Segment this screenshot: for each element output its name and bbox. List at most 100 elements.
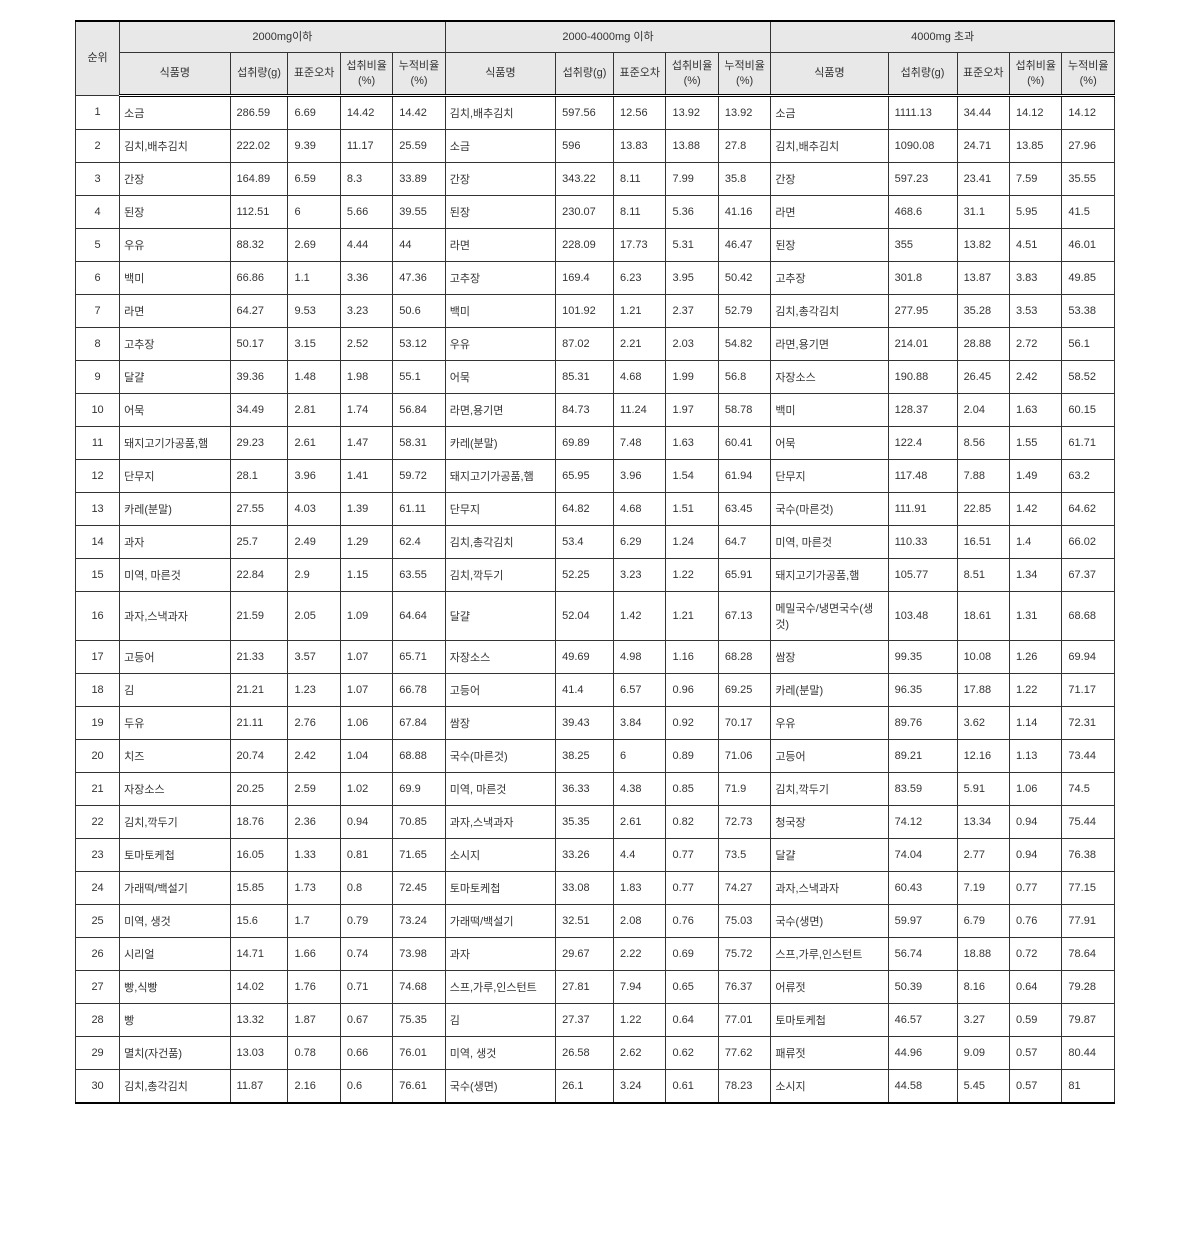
table-row: 7라면64.279.533.2350.6백미101.921.212.3752.7… bbox=[76, 294, 1115, 327]
cum-c: 69.94 bbox=[1062, 640, 1115, 673]
food-name-b: 돼지고기가공품,햄 bbox=[445, 459, 555, 492]
cum-c: 79.28 bbox=[1062, 970, 1115, 1003]
intake-b: 38.25 bbox=[556, 739, 614, 772]
std-c: 2.04 bbox=[957, 393, 1009, 426]
cum-a: 50.6 bbox=[393, 294, 445, 327]
std-b: 6 bbox=[614, 739, 666, 772]
intake-a: 21.59 bbox=[230, 591, 288, 640]
table-row: 26시리얼14.711.660.7473.98과자29.672.220.6975… bbox=[76, 937, 1115, 970]
cum-c: 77.15 bbox=[1062, 871, 1115, 904]
std-b: 12.56 bbox=[614, 95, 666, 129]
food-name-c: 미역, 마른것 bbox=[771, 525, 888, 558]
food-name-a: 된장 bbox=[120, 195, 230, 228]
rank-cell: 19 bbox=[76, 706, 120, 739]
cum-a: 44 bbox=[393, 228, 445, 261]
table-row: 30김치,총각김치11.872.160.676.61국수(생면)26.13.24… bbox=[76, 1069, 1115, 1103]
std-b: 4.4 bbox=[614, 838, 666, 871]
std-c: 18.88 bbox=[957, 937, 1009, 970]
cum-b: 13.92 bbox=[718, 95, 770, 129]
std-c: 5.91 bbox=[957, 772, 1009, 805]
intake-a: 50.17 bbox=[230, 327, 288, 360]
cum-b: 27.8 bbox=[718, 129, 770, 162]
intake-c: 128.37 bbox=[888, 393, 957, 426]
intake-c: 1090.08 bbox=[888, 129, 957, 162]
ratio-b: 1.97 bbox=[666, 393, 718, 426]
food-name-a: 돼지고기가공품,햄 bbox=[120, 426, 230, 459]
intake-a: 34.49 bbox=[230, 393, 288, 426]
food-name-a: 간장 bbox=[120, 162, 230, 195]
table-row: 23토마토케첩16.051.330.8171.65소시지33.264.40.77… bbox=[76, 838, 1115, 871]
food-name-a: 카레(분말) bbox=[120, 492, 230, 525]
intake-b: 53.4 bbox=[556, 525, 614, 558]
food-name-b: 된장 bbox=[445, 195, 555, 228]
std-c: 13.87 bbox=[957, 261, 1009, 294]
cum-c: 66.02 bbox=[1062, 525, 1115, 558]
intake-c: 89.21 bbox=[888, 739, 957, 772]
intake-c: 74.12 bbox=[888, 805, 957, 838]
intake-c: 89.76 bbox=[888, 706, 957, 739]
ratio-b: 2.37 bbox=[666, 294, 718, 327]
col-food-2: 식품명 bbox=[445, 53, 555, 96]
cum-c: 76.38 bbox=[1062, 838, 1115, 871]
col-ratio-3: 섭취비율(%) bbox=[1009, 53, 1061, 96]
ratio-a: 1.07 bbox=[340, 640, 392, 673]
cum-a: 74.68 bbox=[393, 970, 445, 1003]
ratio-c: 0.59 bbox=[1009, 1003, 1061, 1036]
intake-a: 14.02 bbox=[230, 970, 288, 1003]
intake-b: 36.33 bbox=[556, 772, 614, 805]
col-intake-2: 섭취량(g) bbox=[556, 53, 614, 96]
std-a: 1.33 bbox=[288, 838, 340, 871]
cum-c: 80.44 bbox=[1062, 1036, 1115, 1069]
std-b: 3.23 bbox=[614, 558, 666, 591]
col-cum-2: 누적비율(%) bbox=[718, 53, 770, 96]
food-name-a: 토마토케첩 bbox=[120, 838, 230, 871]
ratio-c: 3.83 bbox=[1009, 261, 1061, 294]
std-c: 2.77 bbox=[957, 838, 1009, 871]
col-intake-1: 섭취량(g) bbox=[230, 53, 288, 96]
food-name-a: 소금 bbox=[120, 95, 230, 129]
col-food-1: 식품명 bbox=[120, 53, 230, 96]
std-b: 7.48 bbox=[614, 426, 666, 459]
ratio-b: 0.85 bbox=[666, 772, 718, 805]
ratio-a: 1.09 bbox=[340, 591, 392, 640]
std-b: 6.57 bbox=[614, 673, 666, 706]
std-a: 2.16 bbox=[288, 1069, 340, 1103]
ratio-c: 1.13 bbox=[1009, 739, 1061, 772]
ratio-a: 1.39 bbox=[340, 492, 392, 525]
ratio-c: 2.72 bbox=[1009, 327, 1061, 360]
cum-a: 70.85 bbox=[393, 805, 445, 838]
std-b: 3.84 bbox=[614, 706, 666, 739]
intake-b: 64.82 bbox=[556, 492, 614, 525]
std-a: 6 bbox=[288, 195, 340, 228]
ratio-c: 0.77 bbox=[1009, 871, 1061, 904]
cum-c: 79.87 bbox=[1062, 1003, 1115, 1036]
ratio-c: 0.64 bbox=[1009, 970, 1061, 1003]
std-c: 35.28 bbox=[957, 294, 1009, 327]
cum-b: 69.25 bbox=[718, 673, 770, 706]
intake-a: 15.6 bbox=[230, 904, 288, 937]
ratio-c: 1.22 bbox=[1009, 673, 1061, 706]
ratio-c: 0.76 bbox=[1009, 904, 1061, 937]
rank-cell: 17 bbox=[76, 640, 120, 673]
ratio-b: 0.69 bbox=[666, 937, 718, 970]
cum-b: 74.27 bbox=[718, 871, 770, 904]
std-a: 1.48 bbox=[288, 360, 340, 393]
std-c: 8.51 bbox=[957, 558, 1009, 591]
cum-a: 62.4 bbox=[393, 525, 445, 558]
rank-cell: 20 bbox=[76, 739, 120, 772]
intake-a: 18.76 bbox=[230, 805, 288, 838]
cum-b: 56.8 bbox=[718, 360, 770, 393]
food-name-a: 우유 bbox=[120, 228, 230, 261]
table-row: 25미역, 생것15.61.70.7973.24가래떡/백설기32.512.08… bbox=[76, 904, 1115, 937]
food-name-a: 미역, 생것 bbox=[120, 904, 230, 937]
ratio-c: 1.14 bbox=[1009, 706, 1061, 739]
food-name-a: 김 bbox=[120, 673, 230, 706]
std-a: 2.61 bbox=[288, 426, 340, 459]
table-row: 1소금286.596.6914.4214.42김치,배추김치597.5612.5… bbox=[76, 95, 1115, 129]
food-name-a: 과자,스낵과자 bbox=[120, 591, 230, 640]
food-name-c: 쌈장 bbox=[771, 640, 888, 673]
cum-a: 64.64 bbox=[393, 591, 445, 640]
std-a: 1.66 bbox=[288, 937, 340, 970]
ratio-c: 13.85 bbox=[1009, 129, 1061, 162]
cum-a: 55.1 bbox=[393, 360, 445, 393]
